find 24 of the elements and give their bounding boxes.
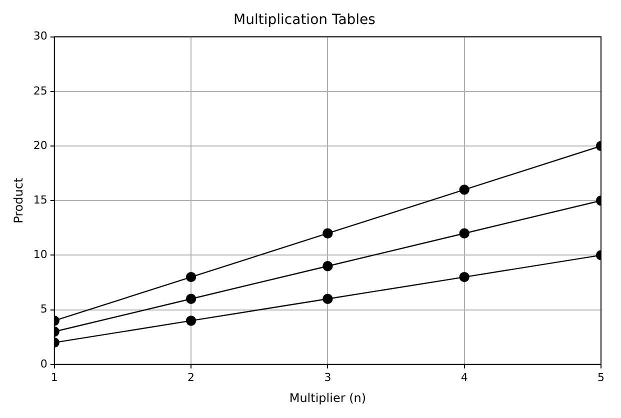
point [459,272,470,282]
y-tick-label: 20 [33,138,48,152]
point [322,228,333,238]
point [459,228,470,238]
x-axis-title: Multiplier (n) [289,390,366,405]
y-tick-label: 25 [33,84,48,98]
point [186,316,196,326]
point [322,294,333,304]
y-tick-label: 30 [33,30,48,43]
y-axis-title: Product [11,178,26,224]
y-tick-label: 0 [40,357,48,370]
y-tick-label: 5 [40,302,48,316]
y-tick-label: 10 [33,248,48,262]
point [186,272,196,282]
x-tick-label: 3 [324,370,332,384]
y-tick-label: 15 [33,193,48,206]
x-tick-label: 2 [188,370,195,384]
x-tick-label: 1 [50,370,58,384]
point [186,294,196,304]
x-tick-label: 5 [598,370,604,384]
point [322,261,333,272]
x-tick-label: 4 [460,370,468,384]
chart-title: Multiplication Tables [234,12,376,28]
point [459,184,470,195]
